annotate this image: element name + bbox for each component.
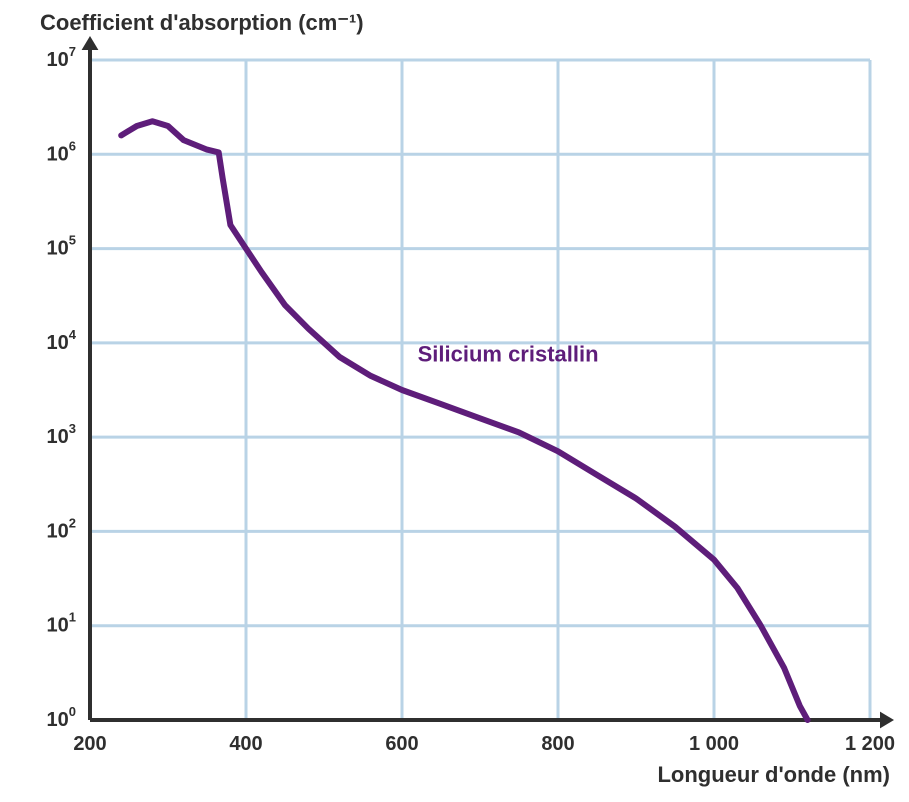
x-tick-label: 200 (73, 733, 106, 755)
y-tick-base: 10 (47, 615, 69, 637)
y-tick-base: 10 (47, 238, 69, 260)
x-axis-title: Longueur d'onde (nm) (657, 762, 890, 787)
y-tick-exp: 3 (69, 421, 76, 436)
y-tick-base: 10 (47, 332, 69, 354)
y-tick-exp: 2 (69, 515, 76, 530)
x-tick-label: 1 000 (689, 733, 739, 755)
y-tick-base: 10 (47, 49, 69, 71)
x-tick-label: 400 (229, 733, 262, 755)
series-label: Silicium cristallin (418, 342, 599, 367)
y-tick-exp: 1 (69, 610, 76, 625)
chart-svg: Silicium cristallin2004006008001 0001 20… (0, 0, 909, 802)
y-tick-exp: 7 (69, 44, 76, 59)
y-tick-exp: 4 (69, 327, 77, 342)
y-axis-title: Coefficient d'absorption (cm⁻¹) (40, 10, 364, 35)
x-tick-label: 1 200 (845, 733, 895, 755)
y-tick-exp: 0 (69, 704, 76, 719)
y-tick-base: 10 (47, 520, 69, 542)
x-tick-label: 800 (541, 733, 574, 755)
y-tick-base: 10 (47, 426, 69, 448)
x-tick-label: 600 (385, 733, 418, 755)
absorption-chart: Silicium cristallin2004006008001 0001 20… (0, 0, 909, 802)
y-tick-exp: 5 (69, 233, 76, 248)
y-tick-base: 10 (47, 709, 69, 731)
y-tick-exp: 6 (69, 138, 76, 153)
y-tick-base: 10 (47, 143, 69, 165)
